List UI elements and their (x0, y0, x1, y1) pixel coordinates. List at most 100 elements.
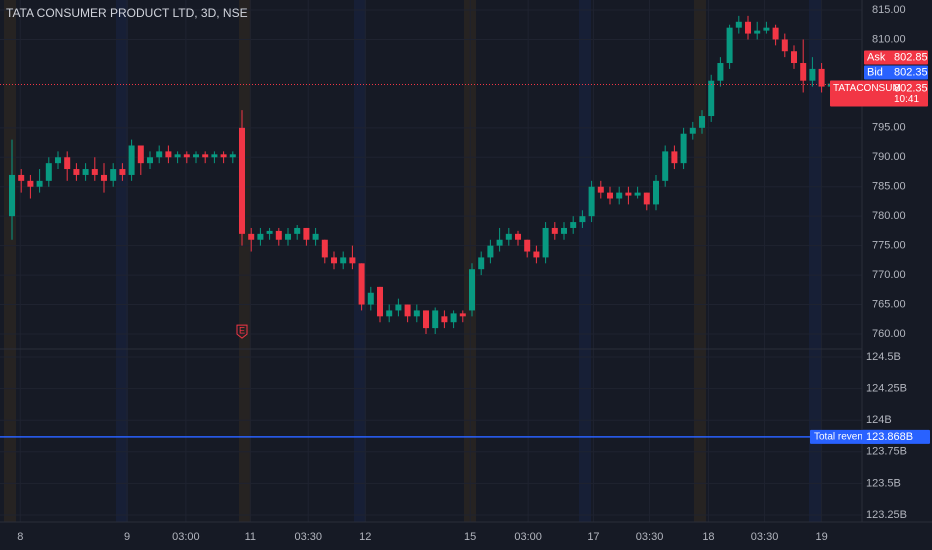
candle-body (781, 39, 788, 52)
candle-body (413, 310, 420, 317)
candle-body (229, 154, 236, 158)
ask-label: Ask (867, 51, 886, 63)
candle-body (193, 154, 199, 158)
x-tick-label: 15 (464, 531, 476, 543)
candle-body (183, 154, 190, 158)
candle-body (340, 257, 347, 264)
candle-body (551, 227, 558, 234)
candle-body (395, 304, 402, 311)
y-tick-label: 780.00 (872, 210, 906, 222)
candle-body (496, 239, 503, 246)
y-tick-label: 770.00 (872, 269, 906, 281)
y-tick-label: 790.00 (872, 151, 906, 163)
candle-body (404, 304, 411, 317)
bid-value: 802.35 (894, 66, 928, 78)
y2-tick-label: 123.75B (866, 446, 907, 458)
x-tick-label: 11 (245, 531, 256, 543)
candle-body (469, 269, 475, 311)
x-tick-label: 8 (17, 531, 23, 543)
x-tick-label: 03:30 (636, 531, 664, 543)
x-tick-label: 18 (702, 531, 714, 543)
x-tick-label: 19 (815, 531, 827, 543)
candle-body (478, 257, 485, 270)
candle-body (745, 21, 751, 34)
candle-body (257, 233, 264, 240)
grid (0, 0, 862, 522)
x-tick-label: 12 (359, 531, 371, 543)
candle-body (772, 27, 779, 40)
candle-body (487, 245, 494, 258)
candle-body (809, 68, 816, 81)
candle-body (220, 154, 227, 158)
candle-body (653, 180, 659, 205)
candle-body (36, 180, 43, 187)
y-tick-label: 785.00 (872, 181, 906, 193)
candle-body (763, 27, 770, 31)
revenue-value: 123.868B (866, 431, 913, 443)
session-band (354, 0, 366, 522)
candle-body (55, 157, 61, 164)
y2-tick-label: 123.25B (866, 509, 907, 521)
x-tick-label: 17 (587, 531, 599, 543)
candle-body (137, 145, 144, 164)
candle-body (689, 127, 696, 134)
candle-body (680, 133, 687, 164)
candle-body (625, 192, 632, 196)
candle-body (64, 157, 71, 170)
y-tick-label: 795.00 (872, 122, 906, 134)
candle-body (45, 163, 52, 181)
candle-body (386, 310, 393, 317)
y-tick-label: 810.00 (872, 33, 906, 45)
candle-body (27, 180, 34, 187)
candle-body (588, 186, 595, 217)
y2-tick-label: 124.25B (866, 383, 907, 395)
candle-body (91, 169, 98, 175)
candle-body (726, 27, 733, 64)
candle-body (735, 21, 742, 28)
x-tick-label: 03:00 (172, 531, 200, 543)
candle-body (542, 227, 549, 258)
candle-body (441, 316, 448, 323)
candle-body (82, 169, 89, 175)
candle-body (367, 292, 374, 305)
candle-body (607, 192, 613, 199)
candle-body (818, 68, 825, 87)
chart-title: TATA CONSUMER PRODUCT LTD, 3D, NSE (6, 6, 248, 20)
candle-body (321, 239, 328, 258)
candle-body (754, 30, 761, 34)
candle-body (285, 233, 291, 240)
candle-body (634, 192, 641, 196)
candle-body (101, 174, 107, 181)
candle-body (312, 233, 319, 240)
session-band (116, 0, 128, 522)
x-tick-label: 03:30 (294, 531, 322, 543)
y-tick-label: 760.00 (872, 328, 906, 340)
candles (9, 15, 834, 334)
candle-body (505, 233, 512, 240)
candle-body (643, 192, 650, 205)
candle-body (524, 239, 531, 252)
session-band (4, 0, 16, 522)
candle-body (248, 233, 255, 240)
y-tick-label: 775.00 (872, 240, 906, 252)
candle-body (358, 263, 365, 305)
candle-body (147, 157, 153, 164)
candle-body (800, 63, 807, 81)
y2-tick-label: 123.5B (866, 477, 901, 489)
y-tick-label: 765.00 (872, 298, 906, 310)
candle-body (597, 186, 604, 193)
x-tick-label: 03:00 (514, 531, 542, 543)
candle-body (377, 286, 383, 317)
candle-body (708, 80, 715, 117)
candle-body (303, 227, 310, 240)
candle-body (156, 151, 163, 158)
countdown: 10:41 (894, 94, 919, 105)
candle-body (9, 174, 15, 217)
candle-body (616, 192, 623, 199)
candle-body (561, 227, 567, 234)
candle-body (119, 169, 126, 175)
candle-body (174, 154, 181, 158)
candle-body (662, 151, 669, 181)
symbol-label: TATACONSUM (833, 83, 901, 94)
